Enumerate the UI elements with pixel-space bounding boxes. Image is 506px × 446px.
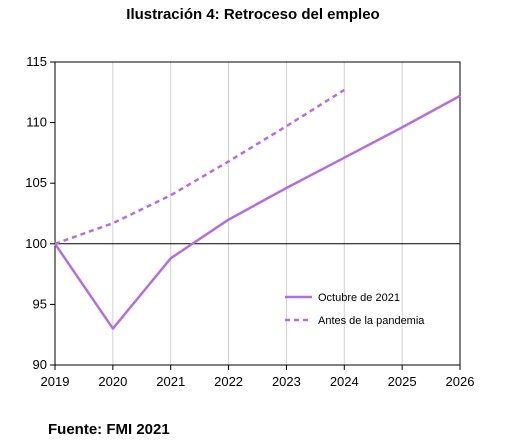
y-tick-label-115: 115 <box>26 54 47 69</box>
source-note: Fuente: FMI 2021 <box>48 421 170 438</box>
legend-label-1: Octubre de 2021 <box>318 292 400 304</box>
x-tick-label-2026: 2026 <box>446 374 475 389</box>
y-tick-label-100: 100 <box>25 236 47 251</box>
y-tick-label-90: 90 <box>33 357 47 372</box>
series-line-1 <box>53 94 461 330</box>
y-tick-label-95: 95 <box>33 296 47 311</box>
legend-label-2: Antes de la pandemia <box>318 315 425 327</box>
x-tick-label-2023: 2023 <box>272 374 301 389</box>
x-tick-label-2020: 2020 <box>98 374 127 389</box>
x-tick-label-2025: 2025 <box>388 374 417 389</box>
y-tick-label-105: 105 <box>25 175 47 190</box>
x-tick-label-2021: 2021 <box>156 374 185 389</box>
x-tick-label-2022: 2022 <box>214 374 243 389</box>
plot-frame <box>54 61 461 366</box>
series-line-2 <box>54 88 345 245</box>
chart-title: Ilustración 4: Retroceso del empleo <box>126 6 380 23</box>
x-tick-label-2019: 2019 <box>41 374 70 389</box>
y-tick-label-110: 110 <box>26 115 47 130</box>
x-tick-label-2024: 2024 <box>330 374 359 389</box>
